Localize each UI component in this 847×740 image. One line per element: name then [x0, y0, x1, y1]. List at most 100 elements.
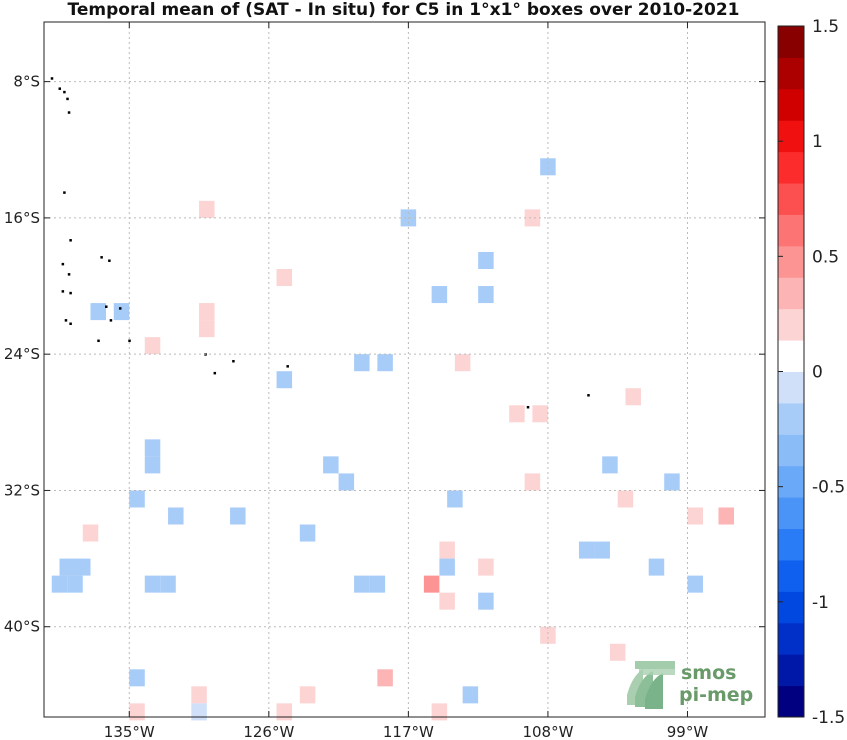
island-marker [58, 87, 62, 90]
anomaly-boxes-layer [51, 158, 734, 721]
colorbar-segment [778, 340, 804, 372]
colorbar-segment [778, 465, 804, 498]
island-marker [213, 371, 217, 375]
colorbar-segment [778, 183, 804, 215]
island-marker [63, 90, 66, 94]
lon-tick-label: 135°W [104, 723, 155, 740]
anomaly-box [478, 592, 494, 610]
anomaly-box [423, 575, 440, 593]
anomaly-box [230, 507, 246, 525]
colorbar-segment [778, 371, 804, 404]
anomaly-box [113, 303, 130, 321]
anomaly-box [617, 490, 634, 508]
anomaly-box [354, 354, 370, 372]
island-marker [67, 111, 71, 114]
axis-ticks-layer: 135°W 126°W 117°W 108°W 99°W 8°S 16°S 24°S 32°S 4… [4, 22, 765, 740]
anomaly-box [454, 354, 471, 372]
anomaly-box [199, 200, 215, 218]
colorbar-segment [778, 622, 804, 655]
anomaly-box [439, 592, 455, 610]
island-marker [67, 273, 71, 276]
anomaly-box [609, 643, 626, 661]
anomaly-box [67, 575, 83, 593]
smos-pimep-logo: smos pi-mep [627, 661, 753, 709]
anomaly-box [687, 575, 703, 593]
island-marker [128, 339, 131, 343]
colorbar-segment [778, 654, 804, 687]
anomaly-box [594, 541, 610, 559]
anomaly-box [276, 268, 293, 287]
anomaly-box [276, 371, 293, 389]
island-marker [61, 262, 65, 266]
anomaly-box [199, 320, 215, 338]
colorbar-segment [778, 57, 804, 90]
island-marker [97, 339, 100, 343]
anomaly-box [191, 686, 207, 704]
logo-text-line2: pi-mep [679, 684, 753, 706]
lat-tick-label: 8°S [13, 73, 40, 91]
anomaly-box [478, 251, 494, 269]
anomaly-box [168, 507, 184, 525]
anomaly-box [447, 490, 463, 508]
anomaly-box [578, 541, 595, 559]
anomaly-box [129, 490, 145, 508]
colorbar-segment [778, 497, 804, 530]
island-marker [108, 259, 111, 262]
anomaly-box [377, 669, 393, 687]
island-marker [69, 322, 72, 326]
colorbar-tick-label: -0.5 [812, 478, 845, 498]
colorbar-segment [778, 402, 804, 435]
anomaly-box [144, 575, 161, 593]
anomaly-box [540, 626, 556, 644]
graticule-layer [44, 22, 765, 717]
anomaly-box [540, 158, 556, 176]
lon-tick-label: 117°W [383, 723, 434, 740]
colorbar-segment [778, 214, 804, 247]
anomaly-box [144, 456, 161, 474]
anomaly-box [439, 558, 455, 576]
island-marker [526, 405, 530, 409]
lon-tick-label: 99°W [667, 723, 709, 740]
anomaly-box [299, 686, 316, 704]
anomaly-box [524, 473, 541, 491]
anomaly-box [51, 575, 68, 593]
anomaly-box [90, 303, 107, 321]
anomaly-box [129, 669, 145, 687]
anomaly-box [276, 703, 293, 721]
anomaly-box [431, 703, 448, 721]
anomaly-box [144, 439, 161, 457]
island-marker [105, 305, 108, 308]
anomaly-box [431, 286, 448, 304]
colorbar-tick-label: 1 [812, 132, 823, 152]
lon-tick-label: 126°W [243, 723, 294, 740]
island-marker [100, 256, 103, 259]
colorbar-segment [778, 434, 804, 467]
island-marker [69, 239, 72, 242]
lat-tick-label: 40°S [4, 618, 40, 636]
lon-tick-label: 108°W [522, 723, 573, 740]
island-marker [50, 77, 54, 80]
colorbar-tick-label: 0 [812, 363, 823, 383]
island-marker [61, 290, 65, 293]
island-marker [66, 97, 69, 101]
island-marker [63, 191, 66, 194]
logo-text-line1: smos [681, 662, 736, 684]
wave-logo-icon [627, 661, 675, 709]
map-frame [43, 21, 766, 718]
anomaly-box [648, 558, 665, 576]
anomaly-box [478, 286, 494, 304]
anomaly-box [478, 558, 494, 576]
anomaly-box [199, 303, 215, 321]
anomaly-box [718, 507, 734, 525]
island-marker [587, 394, 590, 397]
colorbar-tick-label: 0.5 [812, 247, 839, 267]
colorbar-segment [778, 120, 804, 153]
colorbar-segment [778, 685, 804, 718]
anomaly-box [354, 575, 370, 593]
colorbar-tick-label: -1.5 [812, 708, 845, 728]
lat-tick-label: 24°S [4, 345, 40, 363]
anomaly-box [129, 703, 145, 721]
colorbar-segment [778, 308, 804, 341]
colorbar-segment [778, 277, 804, 310]
figure-title: Temporal mean of (SAT - In situ) for C5 … [67, 0, 740, 20]
